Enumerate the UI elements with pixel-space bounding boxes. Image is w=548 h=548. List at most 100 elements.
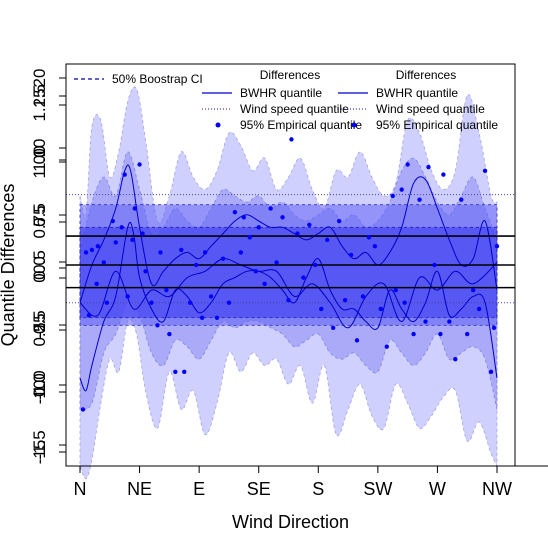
data-point-7 <box>104 300 110 305</box>
legend-mid-label-1: Wind speed quantile <box>240 102 349 116</box>
data-point-75 <box>453 357 458 362</box>
data-point-21 <box>164 287 169 293</box>
y-axis-a-tick-label-2: 0.5 <box>30 203 49 227</box>
confidence-bands <box>79 86 498 480</box>
data-point-82 <box>491 325 497 331</box>
data-point-80 <box>482 168 488 173</box>
data-point-8 <box>110 218 115 224</box>
data-point-38 <box>253 269 258 274</box>
x-tick-label-0: N <box>74 479 87 499</box>
data-point-62 <box>390 193 395 199</box>
data-point-49 <box>313 262 318 268</box>
data-point-18 <box>149 300 154 305</box>
data-point-16 <box>140 231 145 236</box>
curves-layer <box>66 164 515 392</box>
x-tick-label-5: SW <box>363 479 392 499</box>
y-axis-b-tick-label-6: -15 <box>30 440 49 465</box>
y-axis-c-tick-label-3: 0.5 <box>30 250 49 274</box>
data-point-9 <box>113 240 118 245</box>
data-point-52 <box>330 325 336 331</box>
data-point-70 <box>426 164 431 170</box>
data-point-28 <box>199 315 205 320</box>
legend-right-label-1: Wind speed quantile <box>376 102 485 116</box>
ci-inner-rect <box>79 226 498 319</box>
y-axis-a-tick-label-0: 1.5 <box>30 84 49 108</box>
y-axis-c-tick-label-4: 0.25 <box>30 313 49 346</box>
points-layer <box>80 137 500 412</box>
y-axis-c-tick-label-0: 1.25 <box>30 88 49 121</box>
y-axis-a-tick-label-5: -1.0 <box>30 370 49 399</box>
data-point-48 <box>307 222 312 227</box>
y-axis-c-tick-label-5: 0.0 <box>30 373 49 397</box>
y-axis-b-tick-label-0: 20 <box>30 69 49 88</box>
data-point-11 <box>122 172 127 177</box>
data-point-29 <box>202 250 208 255</box>
x-tick-label-7: NW <box>482 479 512 499</box>
legend-mid-label-0: BWHR quantile <box>240 86 322 100</box>
data-point-30 <box>208 294 214 299</box>
legend-mid-label-2: 95% Empirical quantile <box>240 118 362 132</box>
legend-right-label-0: BWHR quantile <box>376 86 458 100</box>
data-point-44 <box>286 297 291 303</box>
data-point-46 <box>295 231 300 236</box>
data-point-34 <box>232 210 238 215</box>
y-axis-a-tick-label-4: -0.5 <box>30 310 49 339</box>
data-point-63 <box>393 287 398 293</box>
bwhr-upper-curve <box>79 164 498 303</box>
data-point-22 <box>167 331 172 337</box>
data-point-73 <box>441 172 446 177</box>
data-point-54 <box>342 297 348 303</box>
y-axis-c-tick-label-1: 1.00 <box>30 145 49 178</box>
data-point-33 <box>226 300 232 305</box>
y-axis-title: Quantile Differences <box>0 184 18 347</box>
legend: 50% Boostrap CI Differences BWHR quantile W… <box>74 68 498 132</box>
data-point-81 <box>488 369 494 374</box>
legend-right-symbol-2 <box>351 122 357 128</box>
x-tick-label-6: W <box>429 479 446 499</box>
data-point-1 <box>83 250 89 255</box>
data-point-51 <box>325 237 330 243</box>
data-point-41 <box>268 206 273 211</box>
x-tick-label-4: S <box>312 479 324 499</box>
legend-right-label-2: 95% Empirical quantile <box>376 118 498 132</box>
data-point-14 <box>132 206 138 211</box>
data-point-58 <box>366 235 372 240</box>
y-axis-a-tick-label-3: 0.0 <box>30 256 49 280</box>
y-axis-b-tick-label-1: 10 <box>30 139 49 158</box>
y-axis-a-tick-label-1: 1.0 <box>30 148 49 172</box>
data-point-39 <box>256 225 261 230</box>
data-point-40 <box>262 281 267 287</box>
data-point-27 <box>193 262 199 268</box>
data-point-66 <box>405 162 410 167</box>
data-point-79 <box>476 306 482 312</box>
data-point-35 <box>238 250 244 255</box>
y-axis-b-tick-label-2: 5 <box>30 217 49 226</box>
data-point-69 <box>423 319 428 324</box>
data-point-43 <box>280 215 285 220</box>
data-point-19 <box>155 323 160 328</box>
data-point-67 <box>411 331 416 337</box>
data-point-5 <box>95 243 101 249</box>
data-point-4 <box>94 281 99 287</box>
data-point-74 <box>447 319 452 324</box>
data-point-17 <box>143 269 148 274</box>
data-point-15 <box>137 162 142 167</box>
y-axis-b-tick-label-5: -10 <box>30 380 49 405</box>
legend-mid-symbol-2 <box>215 122 221 128</box>
y-axis-b-tick-label-4: -5 <box>30 322 49 337</box>
data-point-2 <box>86 313 92 318</box>
x-tick-label-1: NE <box>127 479 152 499</box>
axes-layer: NNEESESSWWNWN1.51.00.50.0-0.5-1.0-1.5201… <box>30 69 548 499</box>
x-axis-title: Wind Direction <box>232 512 349 532</box>
data-point-57 <box>360 294 366 299</box>
data-point-45 <box>289 137 294 142</box>
y-axis-b-tick-label-3: 0 <box>30 273 49 282</box>
data-point-6 <box>101 260 107 265</box>
wind-speed-curve <box>79 258 498 329</box>
data-point-47 <box>301 275 306 280</box>
data-point-83 <box>494 243 500 249</box>
legend-left-label-0: 50% Boostrap CI <box>112 72 203 86</box>
data-point-60 <box>378 306 384 312</box>
bwhr-lower-curve <box>79 221 498 392</box>
data-point-24 <box>179 247 184 253</box>
